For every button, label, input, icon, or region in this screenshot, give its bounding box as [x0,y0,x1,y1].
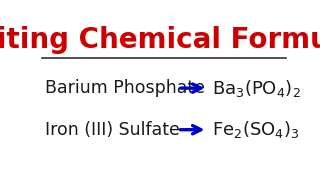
Text: $\mathrm{Ba_3(PO_4)_2}$: $\mathrm{Ba_3(PO_4)_2}$ [212,78,301,99]
Text: Iron (III) Sulfate: Iron (III) Sulfate [45,121,180,139]
Text: Barium Phosphate: Barium Phosphate [45,79,205,97]
Text: $\mathrm{Fe_2(SO_4)_3}$: $\mathrm{Fe_2(SO_4)_3}$ [212,119,300,140]
Text: Writing Chemical Formulas: Writing Chemical Formulas [0,26,320,54]
